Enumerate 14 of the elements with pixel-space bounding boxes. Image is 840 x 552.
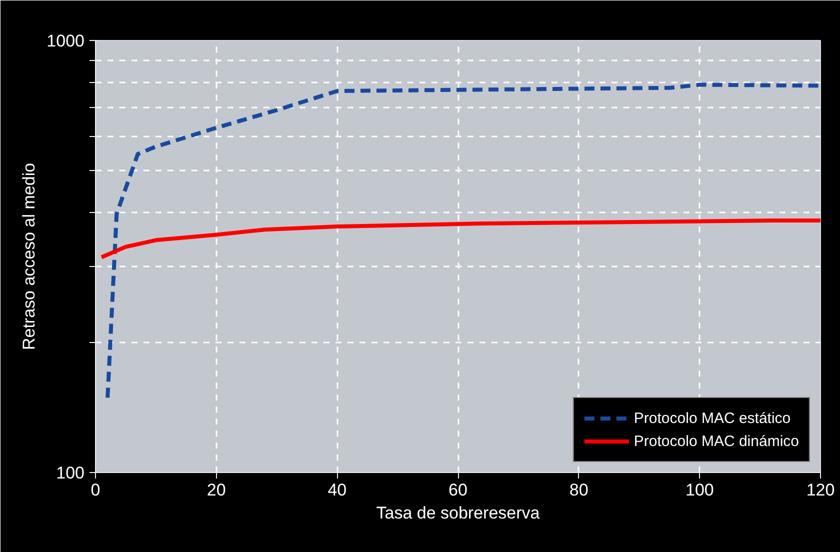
- x-tick-label: 0: [90, 480, 100, 500]
- x-tick-label: 80: [569, 480, 588, 500]
- x-tick-label: 60: [448, 480, 468, 500]
- x-tick-label: 120: [806, 480, 835, 500]
- legend-label: Protocolo MAC estático: [634, 410, 791, 426]
- x-tick-label: 40: [328, 480, 347, 500]
- y-axis-title: Retraso acceso al medio: [20, 162, 39, 350]
- x-tick-label: 100: [685, 480, 714, 500]
- x-tick-label: 20: [206, 480, 226, 500]
- x-axis-title: Tasa de sobrereserva: [376, 504, 540, 522]
- line-series: [100, 218, 820, 260]
- legend-label: Protocolo MAC dinámico: [634, 432, 799, 450]
- y-tick-label: 1000: [46, 32, 85, 50]
- line-series: [106, 82, 820, 400]
